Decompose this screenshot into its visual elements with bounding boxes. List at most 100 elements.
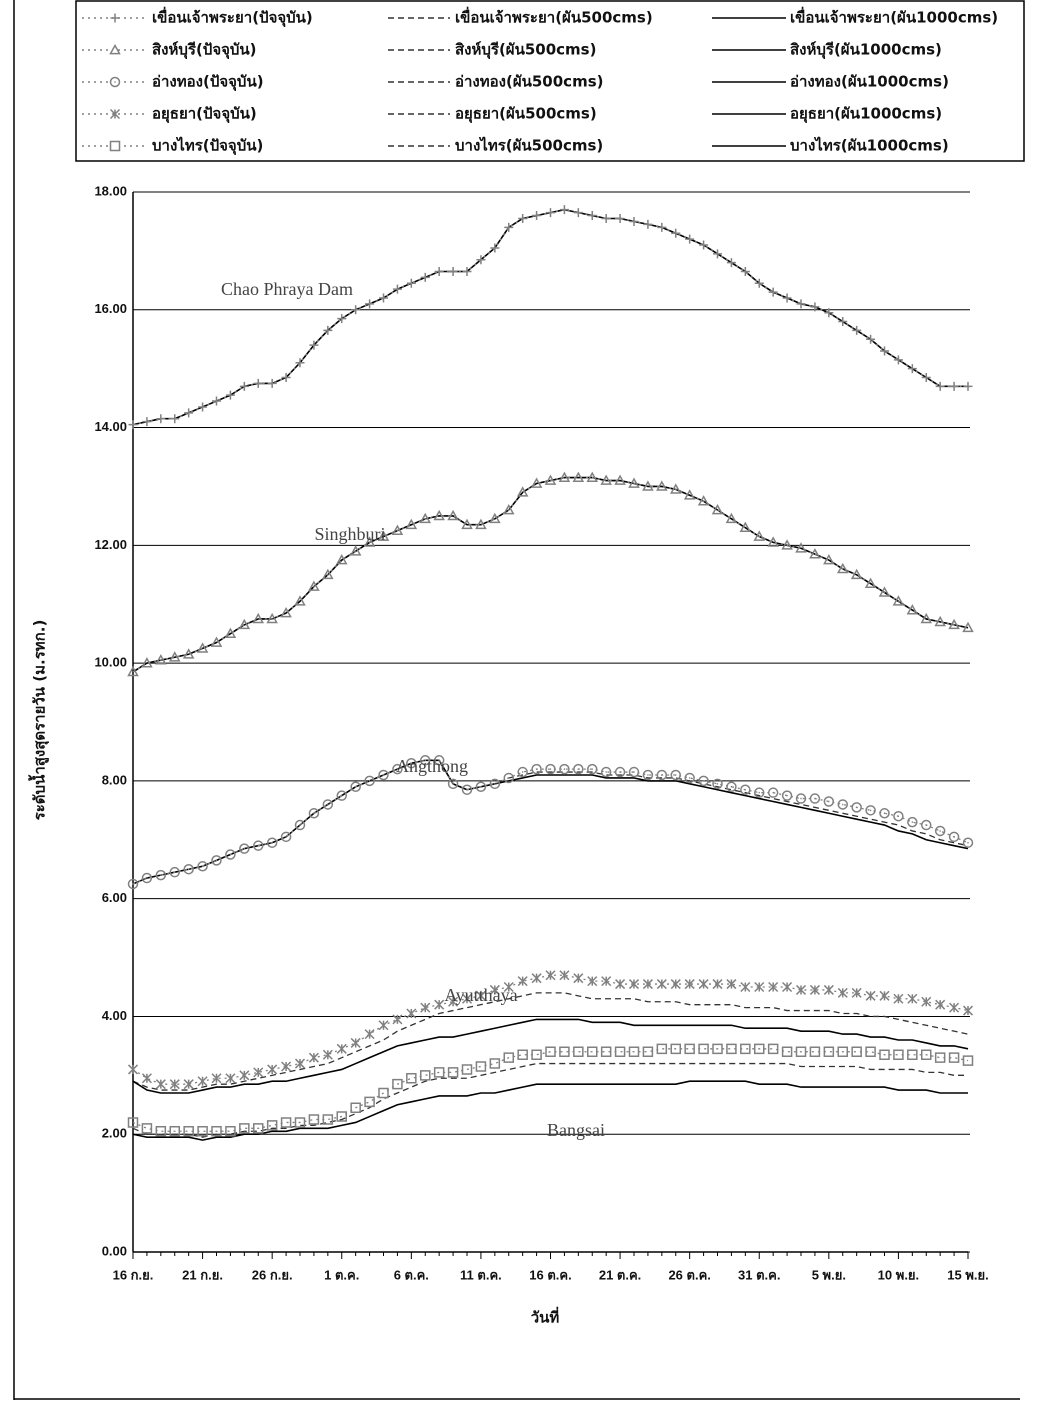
legend-marker [109,140,121,152]
data-marker [573,1046,584,1058]
data-marker [767,787,779,798]
station-label: Chao Phraya Dam [221,279,353,299]
data-marker [447,778,459,790]
data-marker [962,1005,974,1016]
data-marker [489,984,500,995]
data-marker [197,861,208,872]
data-marker [934,825,946,837]
data-marker [503,772,515,784]
data-marker [281,373,291,382]
data-marker [212,396,221,406]
x-tick-label: 15 พ.ย. [947,1267,988,1282]
data-marker [475,781,487,793]
data-marker [239,1123,250,1134]
data-marker [600,1046,612,1058]
data-marker [322,1114,334,1125]
data-marker [836,562,849,574]
legend-marker [110,13,120,23]
data-marker [238,618,251,630]
data-marker [169,1079,180,1090]
data-marker [656,1043,668,1055]
data-marker [670,769,682,781]
data-marker [253,1067,264,1078]
data-marker [141,872,153,884]
data-marker [893,355,903,365]
data-marker [684,772,695,784]
data-marker [503,1052,514,1063]
data-marker [391,524,404,535]
x-tick-label: 1 ต.ค. [324,1267,359,1282]
legend-label: บางไทร(ผัน1000cms) [790,136,949,155]
data-marker [838,317,848,327]
x-tick-label: 21 ก.ย. [182,1267,223,1282]
data-marker [448,267,458,276]
x-tick-label: 10 พ.ย. [878,1267,919,1282]
data-marker [740,784,751,795]
data-marker [462,267,472,276]
data-marker [336,1043,347,1054]
data-marker [392,1014,403,1025]
data-marker [587,976,598,987]
data-marker [740,267,750,276]
data-marker [516,486,529,497]
y-tick-label: 16.00 [94,301,127,316]
data-marker [642,979,653,990]
data-marker [211,1073,222,1084]
data-marker [962,1055,974,1066]
data-marker [156,414,166,424]
data-marker [768,287,778,297]
series-line [132,476,969,673]
data-marker [671,228,681,238]
data-marker [225,1073,236,1084]
legend-marker [109,108,121,120]
data-marker [447,1067,459,1078]
data-marker [698,775,709,787]
data-marker [657,222,667,232]
data-marker [419,512,432,524]
legend-label: บางไทร(ปัจจุบัน) [152,136,263,156]
data-marker [907,364,917,374]
data-marker [198,402,208,412]
data-marker [683,489,696,500]
data-marker [322,568,334,580]
data-marker [726,781,737,793]
data-marker [573,208,583,218]
data-marker [615,214,625,223]
data-marker [559,763,570,775]
data-marker [586,471,599,482]
data-marker [461,518,473,530]
data-marker [754,1043,765,1055]
series-line [132,759,969,885]
data-marker [866,334,876,344]
data-marker [323,325,333,335]
data-marker [795,542,807,553]
data-marker [545,970,556,981]
data-marker [684,979,695,990]
data-marker [308,580,320,591]
data-marker [280,1117,292,1128]
data-marker [433,509,445,521]
series-line [132,992,969,1091]
data-marker [239,1070,250,1081]
data-marker [239,843,250,854]
data-marker [461,993,473,1004]
y-tick-label: 2.00 [102,1126,127,1141]
data-marker [697,495,710,506]
data-marker [128,420,138,430]
legend-marker [109,43,121,55]
data-marker [642,1046,654,1058]
data-marker [545,763,556,775]
data-marker [782,293,792,303]
data-marker [781,539,793,550]
data-marker [461,1064,473,1075]
data-marker [447,509,459,521]
data-marker [517,976,528,987]
data-marker [879,1049,890,1060]
x-tick-label: 21 ต.ค. [599,1267,641,1282]
data-marker [879,990,890,1001]
data-marker [865,1046,876,1058]
data-marker [546,208,555,218]
x-tick-label: 16 ต.ค. [529,1267,571,1282]
data-marker [169,866,181,878]
